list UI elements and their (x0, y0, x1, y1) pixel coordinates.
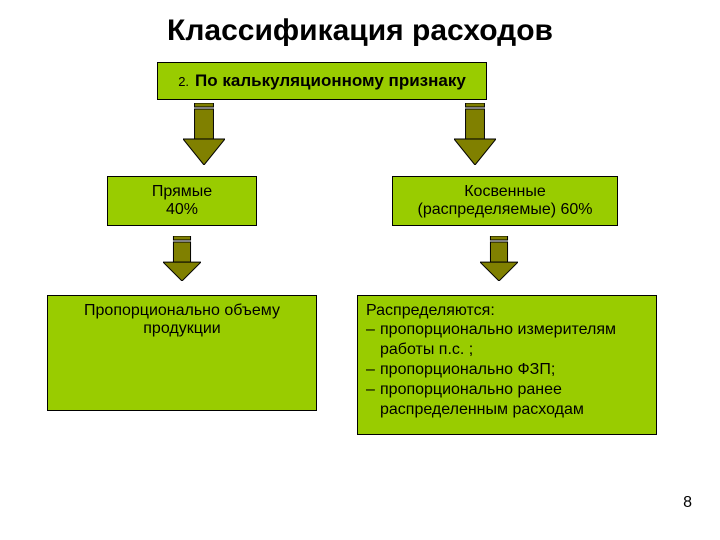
indirect-percent: (распределяемые) 60% (417, 201, 592, 219)
down-arrow-icon (163, 236, 201, 281)
box-indirect: Косвенные (распределяемые) 60% (392, 176, 618, 226)
down-arrow-icon (454, 103, 496, 165)
down-arrow-icon (480, 236, 518, 281)
dash-icon: – (366, 320, 380, 340)
distributed-list: –пропорционально измерителям работы п.с.… (366, 320, 648, 420)
box-direct: Прямые 40% (107, 176, 257, 226)
prop-volume-line1: Пропорционально объему (84, 302, 280, 320)
distributed-item: –пропорционально ранее распределенным ра… (366, 380, 648, 420)
criterion-label: По калькуляционному признаку (195, 71, 466, 91)
distributed-item: –пропорционально измерителям работы п.с.… (366, 320, 648, 360)
indirect-label: Косвенные (464, 183, 546, 201)
distributed-item-text: пропорционально ранее распределенным рас… (380, 380, 648, 420)
distributed-item: –пропорционально ФЗП; (366, 360, 648, 380)
direct-percent: 40% (166, 201, 198, 219)
distributed-heading: Распределяются: (366, 302, 495, 320)
dash-icon: – (366, 380, 380, 400)
criterion-number: 2. (178, 74, 189, 89)
distributed-item-text: пропорционально измерителям работы п.с. … (380, 320, 648, 360)
direct-label: Прямые (152, 183, 212, 201)
distributed-item-text: пропорционально ФЗП; (380, 360, 555, 380)
box-criterion: 2. По калькуляционному признаку (157, 62, 487, 100)
prop-volume-line2: продукции (143, 320, 220, 338)
down-arrow-icon (183, 103, 225, 165)
box-distributed: Распределяются: –пропорционально измерит… (357, 295, 657, 435)
page-number: 8 (683, 494, 692, 512)
dash-icon: – (366, 360, 380, 380)
slide-title: Классификация расходов (0, 0, 720, 48)
box-proportional-volume: Пропорционально объему продукции (47, 295, 317, 411)
